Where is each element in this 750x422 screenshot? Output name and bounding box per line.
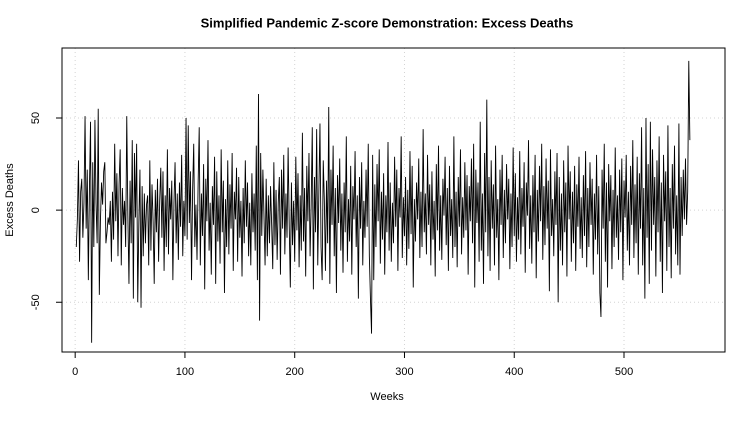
x-axis-label: Weeks xyxy=(370,391,404,403)
y-axis-label: Excess Deaths xyxy=(4,163,16,237)
y-tick-label: 0 xyxy=(30,207,42,213)
x-tick-label: 400 xyxy=(505,366,523,378)
x-tick-label: 0 xyxy=(72,366,78,378)
y-tick-label: 50 xyxy=(30,112,42,124)
x-tick-label: 300 xyxy=(395,366,413,378)
x-tick-label: 200 xyxy=(286,366,304,378)
plot-frame xyxy=(61,47,726,353)
y-tick-label: -50 xyxy=(30,294,42,310)
x-tick-label: 100 xyxy=(176,366,194,378)
chart-title: Simplified Pandemic Z-score Demonstratio… xyxy=(201,15,574,30)
x-tick-label: 500 xyxy=(615,366,633,378)
data-line xyxy=(75,60,691,343)
